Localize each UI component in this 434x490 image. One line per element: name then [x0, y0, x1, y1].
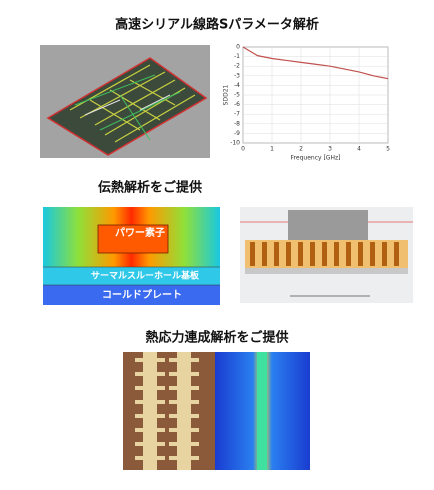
tooth	[169, 456, 199, 460]
y-tick-label: -5	[234, 92, 240, 99]
tooth	[135, 414, 165, 418]
tooth	[169, 400, 199, 404]
label: パワー素子	[115, 226, 165, 239]
label: サーマルスルーホール基板	[91, 270, 200, 282]
fin	[370, 242, 375, 266]
y-axis-label: SDD21	[223, 84, 230, 105]
tooth	[135, 428, 165, 432]
stress-image	[123, 352, 310, 470]
x-tick-label: 3	[328, 146, 332, 153]
y-tick-label: 0	[236, 44, 240, 51]
tooth	[135, 442, 165, 446]
y-tick-label: -1	[234, 53, 240, 60]
fin	[358, 242, 363, 266]
y-tick-label: -4	[234, 82, 240, 89]
x-tick-label: 0	[241, 146, 245, 153]
y-tick-label: -8	[234, 120, 240, 127]
fin	[346, 242, 351, 266]
tooth	[169, 414, 199, 418]
tooth	[135, 400, 165, 404]
fin	[286, 242, 291, 266]
tooth	[169, 442, 199, 446]
fin	[250, 242, 255, 266]
fin	[334, 242, 339, 266]
x-tick-label: 1	[270, 146, 274, 153]
x-tick-label: 4	[357, 146, 361, 153]
fin	[322, 242, 327, 266]
fin	[274, 242, 279, 266]
y-tick-label: -7	[234, 111, 240, 118]
section-title: 高速シリアル線路Sパラメータ解析	[115, 17, 319, 33]
tooth	[169, 372, 199, 376]
y-tick-label: -9	[234, 130, 240, 137]
x-tick-label: 5	[386, 146, 390, 153]
label: コールドプレート	[102, 288, 182, 301]
fin	[382, 242, 387, 266]
y-tick-label: -10	[230, 140, 240, 147]
tooth	[135, 358, 165, 362]
tooth	[169, 428, 199, 432]
x-tick-label: 2	[299, 146, 303, 153]
y-tick-label: -2	[234, 63, 240, 70]
tooth	[169, 386, 199, 390]
y-tick-label: -6	[234, 101, 240, 108]
section-title: 伝熱解析をご提供	[98, 180, 202, 196]
data-line	[242, 46, 389, 80]
fin	[298, 242, 303, 266]
tooth	[135, 372, 165, 376]
y-tick-label: -3	[234, 72, 240, 79]
thermal-image: パワー素子 サーマルスルーホール基板 コールドプレート	[43, 207, 220, 305]
fin	[394, 242, 399, 266]
tooth	[135, 386, 165, 390]
section-title: 熱応力連成解析をご提供	[145, 330, 288, 346]
tooth	[135, 456, 165, 460]
tooth	[169, 358, 199, 362]
fin	[262, 242, 267, 266]
mesh-image	[240, 207, 413, 303]
fin	[310, 242, 315, 266]
pcb-image	[40, 45, 210, 158]
x-axis-label: Frequency [GHz]	[291, 155, 341, 162]
